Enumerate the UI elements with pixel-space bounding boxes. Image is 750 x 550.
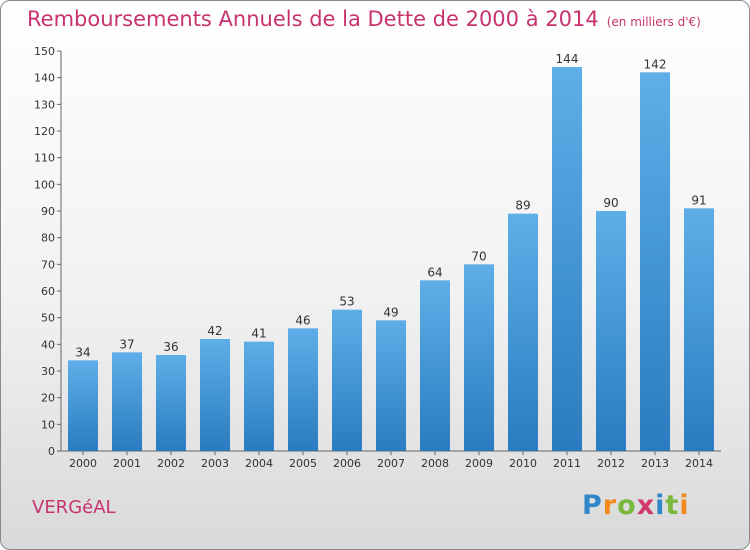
bar-2008[interactable]: [420, 280, 450, 451]
x-tick-label-2011: 2011: [553, 457, 581, 470]
y-tick-label: 0: [48, 445, 55, 458]
logo-letter: i: [679, 490, 690, 521]
bar-2003[interactable]: [200, 339, 230, 451]
x-tick-label-2010: 2010: [509, 457, 537, 470]
bar-2004[interactable]: [244, 341, 274, 451]
x-tick-label-2006: 2006: [333, 457, 361, 470]
y-tick-label: 60: [41, 285, 55, 298]
chart-title: Remboursements Annuels de la Dette de 20…: [27, 7, 701, 31]
y-tick-label: 130: [34, 98, 55, 111]
bar-2001[interactable]: [112, 352, 142, 451]
data-label-2010: 89: [515, 199, 530, 213]
x-tick-label-2004: 2004: [245, 457, 273, 470]
y-tick-label: 120: [34, 125, 55, 138]
bar-2009[interactable]: [464, 264, 494, 451]
bar-2006[interactable]: [332, 309, 362, 451]
logo-letter: r: [602, 490, 618, 521]
x-tick-label-2014: 2014: [685, 457, 713, 470]
data-label-2002: 36: [163, 340, 178, 354]
bars: [68, 67, 714, 451]
y-tick-label: 70: [41, 258, 55, 271]
bar-2010[interactable]: [508, 213, 538, 451]
data-label-2011: 144: [556, 52, 579, 66]
bar-2007[interactable]: [376, 320, 406, 451]
commune-name: VERGéAL: [32, 497, 116, 518]
y-tick-label: 30: [41, 365, 55, 378]
y-tick-label: 80: [41, 232, 55, 245]
y-tick-label: 10: [41, 418, 55, 431]
data-label-2000: 34: [75, 345, 90, 359]
y-tick-label: 50: [41, 312, 55, 325]
x-tick-label-2007: 2007: [377, 457, 405, 470]
x-tick-label-2001: 2001: [113, 457, 141, 470]
y-tick-label: 150: [34, 45, 55, 58]
bar-2011[interactable]: [552, 67, 582, 451]
bar-2012[interactable]: [596, 211, 626, 451]
data-label-2003: 42: [207, 324, 222, 338]
y-tick-label: 20: [41, 392, 55, 405]
chart-unit: (en milliers d'€): [606, 15, 701, 29]
y-tick-label: 140: [34, 72, 55, 85]
x-tick-label-2003: 2003: [201, 457, 229, 470]
data-label-2006: 53: [339, 295, 354, 309]
x-tick-label-2008: 2008: [421, 457, 449, 470]
logo-letter: i: [655, 490, 666, 521]
x-tick-label-2012: 2012: [597, 457, 625, 470]
x-tick-label-2000: 2000: [69, 457, 97, 470]
logo-letter: x: [636, 490, 656, 521]
data-label-2001: 37: [119, 337, 134, 351]
x-tick-label-2013: 2013: [641, 457, 669, 470]
data-label-2008: 64: [427, 265, 442, 279]
chart-title-text: Remboursements Annuels de la Dette de 20…: [27, 7, 599, 31]
bar-2013[interactable]: [640, 72, 670, 451]
logo-letter: P: [582, 490, 603, 521]
x-tick-label-2005: 2005: [289, 457, 317, 470]
labels: 34 2000 37 2001 36 2002 42 2003 41 2004 46 2005 53 20…: [69, 52, 713, 470]
y-tick-label: 40: [41, 338, 55, 351]
x-tick-label-2002: 2002: [157, 457, 185, 470]
data-label-2005: 46: [295, 313, 310, 327]
y-tick-label: 110: [34, 152, 55, 165]
bar-2002[interactable]: [156, 355, 186, 451]
bar-2005[interactable]: [288, 328, 318, 451]
data-label-2009: 70: [471, 249, 486, 263]
proxiti-logo[interactable]: Proxiti: [582, 490, 690, 521]
y-tick-label: 100: [34, 178, 55, 191]
data-label-2014: 91: [691, 193, 706, 207]
axes: 0 10 20 30 40 50 60 70 80 90 100 110 120 130 140 150: [34, 45, 721, 458]
data-label-2004: 41: [251, 327, 266, 341]
bar-2014[interactable]: [684, 208, 714, 451]
logo-letter: o: [617, 490, 637, 521]
y-tick-label: 90: [41, 205, 55, 218]
data-label-2012: 90: [603, 196, 618, 210]
data-label-2013: 142: [644, 57, 667, 71]
x-tick-label-2009: 2009: [465, 457, 493, 470]
data-label-2007: 49: [383, 305, 398, 319]
logo-letter: t: [665, 490, 680, 521]
bar-2000[interactable]: [68, 360, 98, 451]
